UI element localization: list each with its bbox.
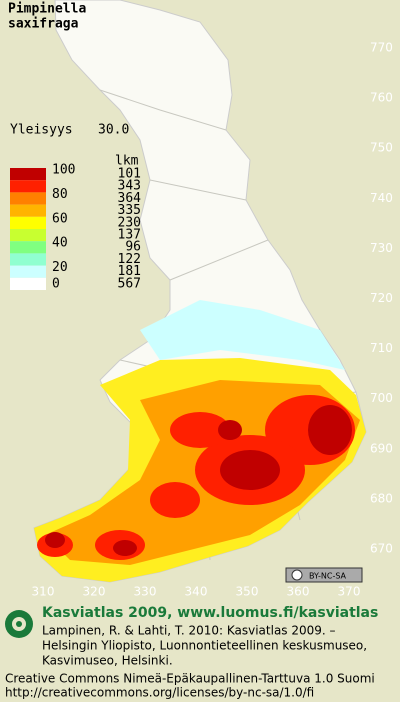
legend-swatch xyxy=(10,168,46,181)
legend-percent: 0 xyxy=(52,276,60,291)
legend-count: 181 xyxy=(118,264,141,279)
title-line: saxifraga xyxy=(8,17,79,32)
citation-line: Helsingin Yliopisto, Luonnontieteellinen… xyxy=(42,639,367,653)
x-grid-label: 320 xyxy=(83,585,106,599)
legend-count: 364 xyxy=(118,191,142,206)
y-grid-label: 750 xyxy=(370,141,393,155)
legend-count: 101 xyxy=(118,167,141,182)
map xyxy=(33,0,367,583)
legend-percent: 100 xyxy=(52,163,75,178)
darkred-patches xyxy=(45,405,352,556)
x-grid-label: 330 xyxy=(134,585,157,599)
legend-percent: 20 xyxy=(52,260,68,275)
license-line: http://creativecommons.org/licenses/by-n… xyxy=(5,686,314,700)
legend-count: 567 xyxy=(118,276,141,291)
legend-count: 122 xyxy=(118,252,141,267)
frequency-label: Yleisyys xyxy=(10,123,73,138)
y-grid-label: 690 xyxy=(370,441,393,455)
y-grid-label: 700 xyxy=(370,391,393,405)
y-grid-label: 730 xyxy=(370,241,393,255)
title-line: Pimpinella xyxy=(8,2,86,17)
x-grid-label: 340 xyxy=(185,585,208,599)
legend-count: 343 xyxy=(118,179,141,194)
logo xyxy=(5,610,33,638)
x-grid-label: 370 xyxy=(338,585,361,599)
legend-swatch xyxy=(10,180,46,193)
grid-labels: 770 760 750 740 730 720 710 700 690 680 670 310 320 3… xyxy=(32,41,393,599)
legend-swatch xyxy=(10,192,46,205)
legend-count: 335 xyxy=(118,203,141,218)
frequency-value: 30.0 xyxy=(98,123,129,138)
y-grid-label: 760 xyxy=(370,91,393,105)
legend-count: 96 xyxy=(125,240,141,255)
legend-count: 230 xyxy=(118,215,141,230)
y-grid-label: 680 xyxy=(370,491,393,505)
x-grid-label: 350 xyxy=(236,585,259,599)
legend-percent: 80 xyxy=(52,187,68,202)
legend-percent: 40 xyxy=(52,236,68,251)
legend-count: 137 xyxy=(118,228,141,243)
cyan-zone xyxy=(140,300,345,370)
citation-line: Lampinen, R. & Lahti, T. 2010: Kasviatla… xyxy=(42,624,336,638)
y-grid-label: 670 xyxy=(370,542,393,556)
legend-swatch xyxy=(10,277,46,290)
y-grid-label: 770 xyxy=(370,41,393,55)
legend-swatch xyxy=(10,216,46,229)
count-header: lkm xyxy=(115,154,139,169)
citation-line: Kasvimuseo, Helsinki. xyxy=(42,654,173,668)
legend-swatch xyxy=(10,253,46,266)
x-grid-label: 360 xyxy=(287,585,310,599)
y-grid-label: 720 xyxy=(370,291,393,305)
x-grid-label: 310 xyxy=(32,585,55,599)
y-grid-label: 740 xyxy=(370,191,393,205)
y-grid-label: 710 xyxy=(370,341,393,355)
legend-swatch xyxy=(10,229,46,242)
legend-swatch xyxy=(10,241,46,254)
legend-swatch xyxy=(10,265,46,278)
license-badge-text: BY-NC-SA xyxy=(309,572,347,581)
footer-heading: Kasviatlas 2009, www.luomus.fi/kasviatla… xyxy=(42,605,378,621)
license-line: Creative Commons Nimeä-Epäkaupallinen-Ta… xyxy=(5,672,375,686)
legend-percent: 60 xyxy=(52,211,68,226)
legend-swatch xyxy=(10,204,46,217)
license-badge: BY-NC-SA xyxy=(285,567,363,583)
